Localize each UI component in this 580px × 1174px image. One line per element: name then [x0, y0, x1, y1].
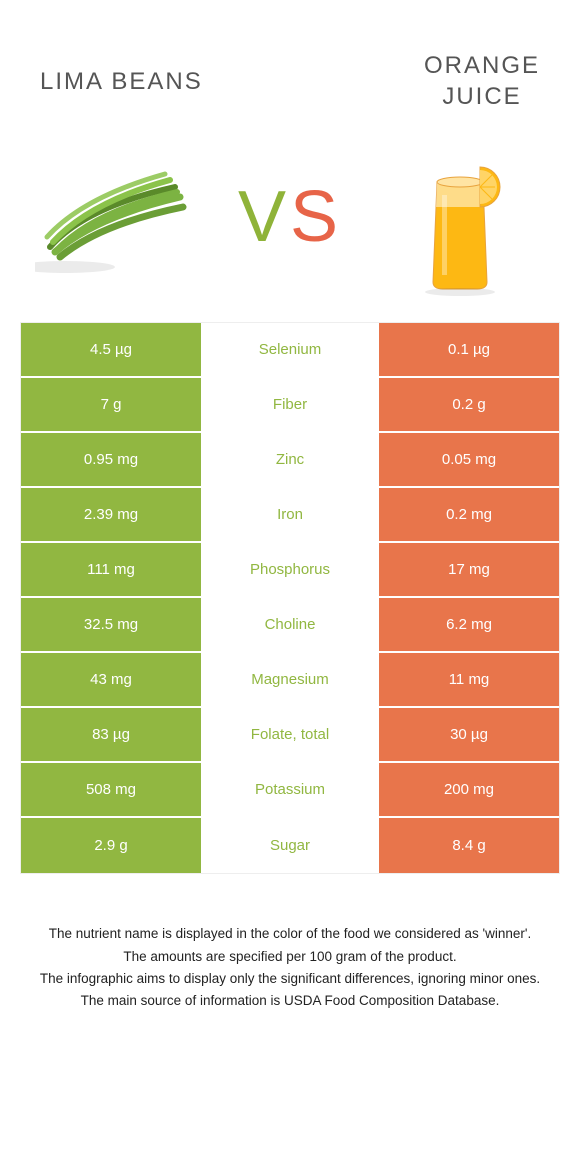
nutrient-label: Potassium	[201, 763, 379, 816]
value-right: 30 µg	[379, 708, 559, 761]
value-left: 2.9 g	[21, 818, 201, 873]
nutrient-label: Folate, total	[201, 708, 379, 761]
table-row: 2.39 mg Iron 0.2 mg	[21, 488, 559, 543]
table-row: 7 g Fiber 0.2 g	[21, 378, 559, 433]
nutrient-label: Phosphorus	[201, 543, 379, 596]
value-left: 32.5 mg	[21, 598, 201, 651]
value-right: 17 mg	[379, 543, 559, 596]
value-left: 111 mg	[21, 543, 201, 596]
value-right: 0.1 µg	[379, 323, 559, 376]
nutrient-label: Fiber	[201, 378, 379, 431]
footer-line: The amounts are specified per 100 gram o…	[35, 947, 545, 967]
table-row: 43 mg Magnesium 11 mg	[21, 653, 559, 708]
value-right: 0.05 mg	[379, 433, 559, 486]
vs-label: VS	[238, 176, 342, 258]
table-row: 83 µg Folate, total 30 µg	[21, 708, 559, 763]
value-left: 508 mg	[21, 763, 201, 816]
value-right: 6.2 mg	[379, 598, 559, 651]
table-row: 111 mg Phosphorus 17 mg	[21, 543, 559, 598]
table-row: 32.5 mg Choline 6.2 mg	[21, 598, 559, 653]
value-left: 0.95 mg	[21, 433, 201, 486]
footer-line: The main source of information is USDA F…	[35, 991, 545, 1011]
value-right: 11 mg	[379, 653, 559, 706]
vs-v: V	[238, 177, 290, 257]
title-right: ORANGE JUICE	[424, 50, 540, 112]
nutrient-label: Magnesium	[201, 653, 379, 706]
nutrient-label: Selenium	[201, 323, 379, 376]
footer-notes: The nutrient name is displayed in the co…	[0, 874, 580, 1011]
value-left: 83 µg	[21, 708, 201, 761]
nutrient-label: Iron	[201, 488, 379, 541]
comparison-table: 4.5 µg Selenium 0.1 µg 7 g Fiber 0.2 g 0…	[20, 322, 560, 874]
value-right: 0.2 mg	[379, 488, 559, 541]
table-row: 508 mg Potassium 200 mg	[21, 763, 559, 818]
value-left: 4.5 µg	[21, 323, 201, 376]
table-row: 4.5 µg Selenium 0.1 µg	[21, 323, 559, 378]
vs-s: S	[290, 177, 342, 257]
title-right-line2: JUICE	[442, 83, 521, 110]
value-left: 7 g	[21, 378, 201, 431]
value-right: 0.2 g	[379, 378, 559, 431]
lima-beans-image	[30, 142, 210, 292]
footer-line: The infographic aims to display only the…	[35, 969, 545, 989]
nutrient-label: Sugar	[201, 818, 379, 873]
table-row: 2.9 g Sugar 8.4 g	[21, 818, 559, 873]
value-right: 200 mg	[379, 763, 559, 816]
value-right: 8.4 g	[379, 818, 559, 873]
title-left: LIMA BEANS	[40, 66, 203, 97]
orange-juice-image	[370, 142, 550, 292]
value-left: 43 mg	[21, 653, 201, 706]
footer-line: The nutrient name is displayed in the co…	[35, 924, 545, 944]
title-right-line1: ORANGE	[424, 52, 540, 79]
nutrient-label: Zinc	[201, 433, 379, 486]
images-row: VS	[0, 132, 580, 322]
header: LIMA BEANS ORANGE JUICE	[0, 0, 580, 132]
value-left: 2.39 mg	[21, 488, 201, 541]
table-row: 0.95 mg Zinc 0.05 mg	[21, 433, 559, 488]
nutrient-label: Choline	[201, 598, 379, 651]
